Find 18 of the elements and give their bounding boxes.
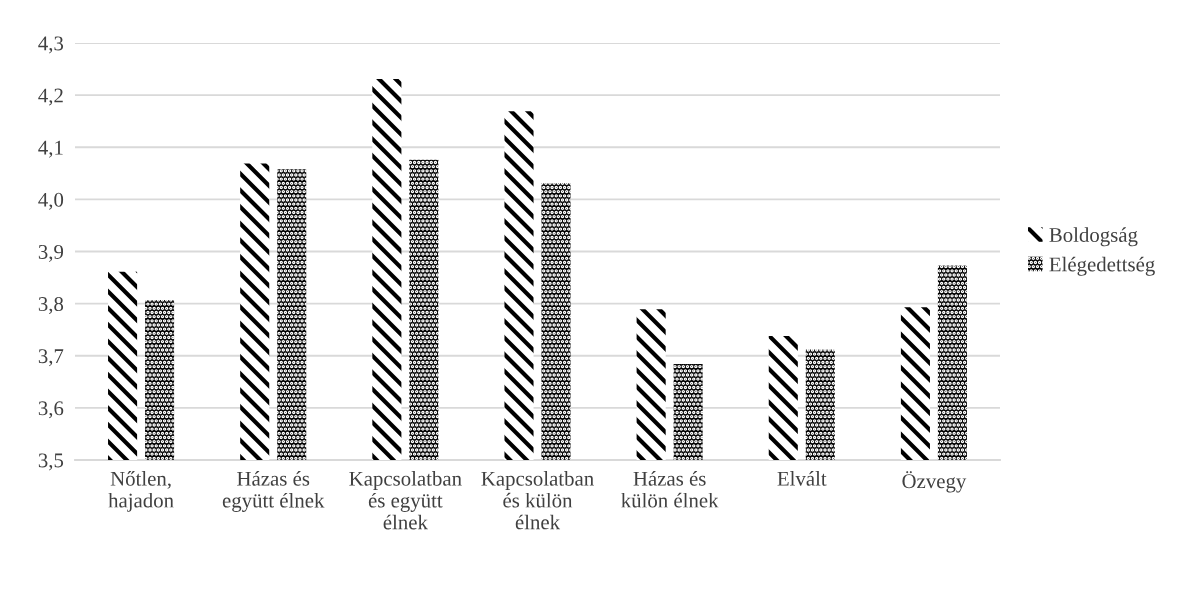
legend-label: Elégedettség — [1049, 256, 1155, 276]
y-tick-label: 3,7 — [38, 349, 64, 367]
x-tick-label: Házas és együtt élnek — [222, 471, 325, 512]
y-tick-label: 3,9 — [38, 244, 64, 262]
y-tick-label: 4,0 — [38, 192, 64, 210]
y-tick-label: 4,2 — [38, 88, 63, 106]
legend-label: Boldogság — [1049, 227, 1138, 247]
y-tick-label: 4,1 — [38, 140, 63, 158]
x-tick-label: Elvált — [777, 471, 827, 486]
x-tick-label: Özvegy — [902, 471, 967, 493]
y-tick-label: 3,5 — [38, 453, 64, 471]
x-tick-label: Kapcsolatban és külön élnek — [481, 471, 594, 530]
x-tick-label: Kapcsolatban és együtt élnek — [349, 471, 462, 530]
x-tick-label: Házas és külön élnek — [621, 471, 719, 508]
y-tick-label: 3,6 — [38, 401, 64, 419]
y-tick-label: 3,8 — [38, 297, 64, 315]
y-tick-label: 4,3 — [38, 36, 64, 54]
x-tick-label: Nőtlen, hajadon — [108, 471, 174, 512]
